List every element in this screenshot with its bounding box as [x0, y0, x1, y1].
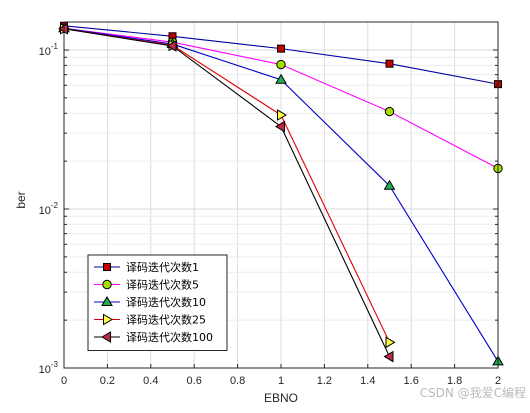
data-point [101, 331, 111, 343]
data-point [103, 263, 111, 271]
data-point [58, 22, 68, 35]
data-point [385, 336, 396, 349]
legend-label: 译码迭代次数100 [126, 330, 213, 344]
data-point [102, 279, 112, 290]
x-tick-label: 0.8 [230, 375, 245, 387]
data-point [101, 296, 113, 306]
y-tick-label: 10-2 [39, 201, 59, 217]
data-point [277, 109, 287, 121]
x-axis-ticks: 0 0.2 0.4 0.6 0.8 1 1.2 1.4 1.6 1.8 2 [61, 364, 501, 387]
legend-item: 译码迭代次数10 [94, 295, 206, 309]
data-point [385, 59, 394, 68]
series-line [63, 28, 390, 357]
y-tick-label: 10-1 [39, 42, 59, 58]
legend-label: 译码迭代次数1 [126, 260, 199, 274]
x-tick-label: 0.4 [143, 375, 158, 387]
data-point [276, 59, 286, 70]
y-axis-label: ber [14, 191, 28, 208]
x-axis-label: EBNO [264, 391, 298, 405]
x-tick-label: 2 [495, 375, 501, 387]
x-tick-label: 0.6 [187, 375, 202, 387]
x-tick-label: 0.2 [100, 375, 115, 387]
series-5 [58, 22, 394, 363]
data-point [275, 120, 285, 133]
watermark: CSDN @我爱C编程 [420, 385, 526, 400]
x-tick-label: 1 [278, 375, 284, 387]
x-tick-label: 0 [61, 375, 67, 387]
data-point [384, 106, 395, 117]
data-point [103, 313, 113, 326]
legend-item: 译码迭代次数25 [94, 313, 206, 327]
data-point [277, 44, 285, 53]
x-tick-label: 1.4 [360, 375, 375, 387]
legend-item: 译码迭代次数1 [94, 260, 199, 274]
legend-box [87, 254, 228, 351]
legend-label: 译码迭代次数5 [126, 278, 199, 292]
data-point [383, 350, 394, 363]
legend: 译码迭代次数1 译码迭代次数5 译码迭代次数10 译码迭代次数25 译码迭代次数100 [87, 254, 228, 351]
y-axis-ticks: 10-3 10-2 10-1 [39, 42, 498, 376]
x-tick-label: 1.2 [317, 375, 332, 387]
legend-item: 译码迭代次数5 [94, 278, 199, 292]
x-tick-label: 1.8 [447, 375, 462, 387]
data-point [166, 40, 177, 52]
legend-item: 译码迭代次数100 [94, 330, 213, 344]
legend-label: 译码迭代次数25 [126, 313, 206, 327]
legend-label: 译码迭代次数10 [126, 295, 206, 309]
data-point [383, 179, 396, 190]
x-tick-label: 1.6 [404, 375, 419, 387]
data-point [275, 73, 287, 84]
y-tick-label: 10-3 [39, 360, 59, 376]
